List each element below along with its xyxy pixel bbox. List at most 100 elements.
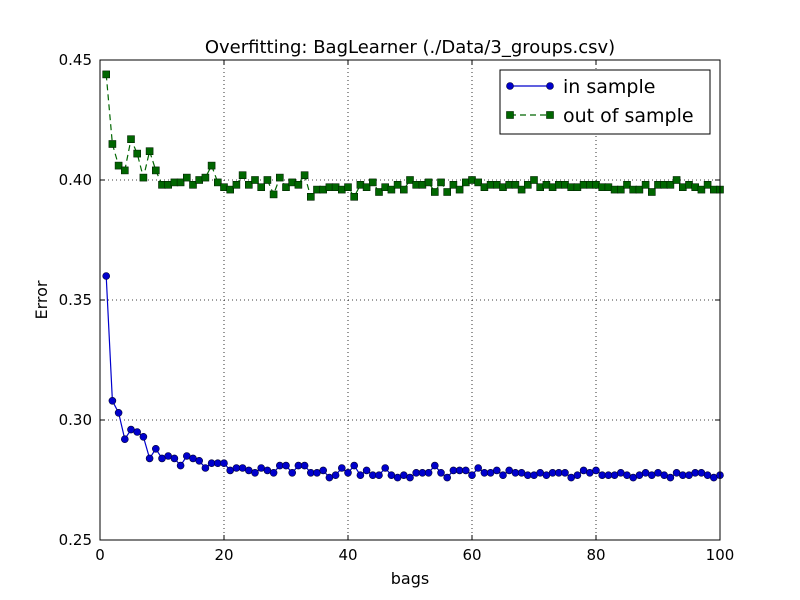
data-point (170, 454, 179, 463)
data-point (127, 135, 135, 143)
data-point (282, 183, 290, 191)
x-tick-label: 80 (586, 546, 605, 564)
y-tick-label: 0.35 (59, 291, 92, 309)
data-point (474, 464, 483, 472)
data-point (176, 461, 185, 470)
data-point (424, 178, 433, 187)
legend-in-sample-label: in sample (563, 76, 655, 98)
data-point (145, 147, 154, 155)
x-tick-label: 20 (214, 546, 233, 564)
data-point (362, 466, 371, 475)
data-point (207, 161, 216, 170)
data-point (666, 181, 675, 189)
data-point (145, 454, 154, 463)
legend: in sample out of sample (499, 69, 711, 135)
data-point (121, 166, 129, 175)
axis-ticks: 0 20 40 60 80 100 0.25 0.30 0.35 0.40 0.45 (59, 51, 735, 564)
data-point (561, 468, 569, 477)
grid-lines (100, 60, 720, 540)
data-point (133, 149, 141, 158)
data-point (697, 185, 706, 194)
data-point (114, 161, 123, 170)
series-out-of-sample (102, 70, 724, 201)
data-point (666, 473, 675, 482)
data-point (220, 459, 228, 468)
x-tick-label: 60 (462, 546, 481, 564)
data-point (381, 464, 390, 472)
data-point (344, 468, 352, 477)
data-point (672, 176, 681, 184)
data-point (108, 396, 117, 405)
data-point (356, 471, 365, 480)
legend-out-of-sample-label: out of sample (563, 105, 694, 127)
data-point (263, 176, 272, 184)
data-point (368, 178, 377, 187)
data-point (288, 468, 297, 477)
data-point (331, 471, 340, 480)
data-point (530, 176, 538, 184)
data-point (703, 181, 712, 189)
data-point (232, 181, 241, 189)
data-point (474, 178, 483, 187)
data-point (189, 181, 197, 189)
data-point (344, 183, 352, 191)
data-point (443, 188, 452, 196)
data-point (226, 185, 234, 194)
y-tick-label: 0.40 (59, 171, 92, 189)
data-point (133, 428, 141, 436)
data-point (121, 435, 129, 444)
data-point (573, 471, 582, 480)
data-point (399, 185, 408, 194)
legend-box (499, 69, 711, 135)
data-point (257, 183, 266, 191)
data-point (139, 432, 148, 441)
x-tick-label: 40 (338, 546, 357, 564)
data-point (251, 176, 259, 184)
data-point (635, 185, 644, 194)
data-point (294, 181, 303, 189)
data-point (616, 185, 625, 194)
data-point (176, 178, 185, 187)
data-point (406, 473, 414, 482)
data-point (350, 461, 359, 470)
data-point (375, 471, 383, 480)
data-point (102, 272, 110, 280)
y-tick-label: 0.30 (59, 411, 92, 429)
legend-out-of-sample-marker (546, 111, 554, 119)
data-point (183, 173, 191, 182)
data-point (437, 468, 445, 477)
chart-title: Overfitting: BagLearner (./Data/3_groups… (205, 37, 615, 58)
data-point (275, 173, 284, 182)
data-point (306, 193, 315, 201)
x-tick-label: 0 (95, 546, 105, 564)
data-point (449, 181, 458, 189)
data-point (269, 468, 278, 477)
data-point (393, 181, 402, 189)
data-point (430, 461, 439, 470)
data-point (300, 171, 309, 179)
data-point (350, 193, 359, 201)
y-axis-label: Error (32, 280, 51, 319)
data-point (511, 181, 520, 189)
data-point (139, 173, 148, 182)
data-point (201, 173, 210, 182)
data-point (641, 181, 650, 189)
data-point (152, 166, 160, 175)
data-point (492, 466, 501, 475)
data-point (152, 444, 160, 453)
data-point (201, 464, 210, 472)
data-point (300, 461, 309, 470)
data-point (108, 140, 117, 148)
data-point (424, 468, 433, 477)
data-point (443, 473, 452, 482)
data-point (337, 464, 346, 472)
data-point (245, 181, 253, 189)
data-point (430, 188, 439, 196)
data-point (647, 188, 656, 196)
data-point (406, 176, 414, 184)
series-in-sample (102, 272, 724, 482)
legend-in-sample-marker (506, 82, 514, 90)
x-tick-label: 100 (706, 546, 735, 564)
data-point (251, 468, 259, 477)
